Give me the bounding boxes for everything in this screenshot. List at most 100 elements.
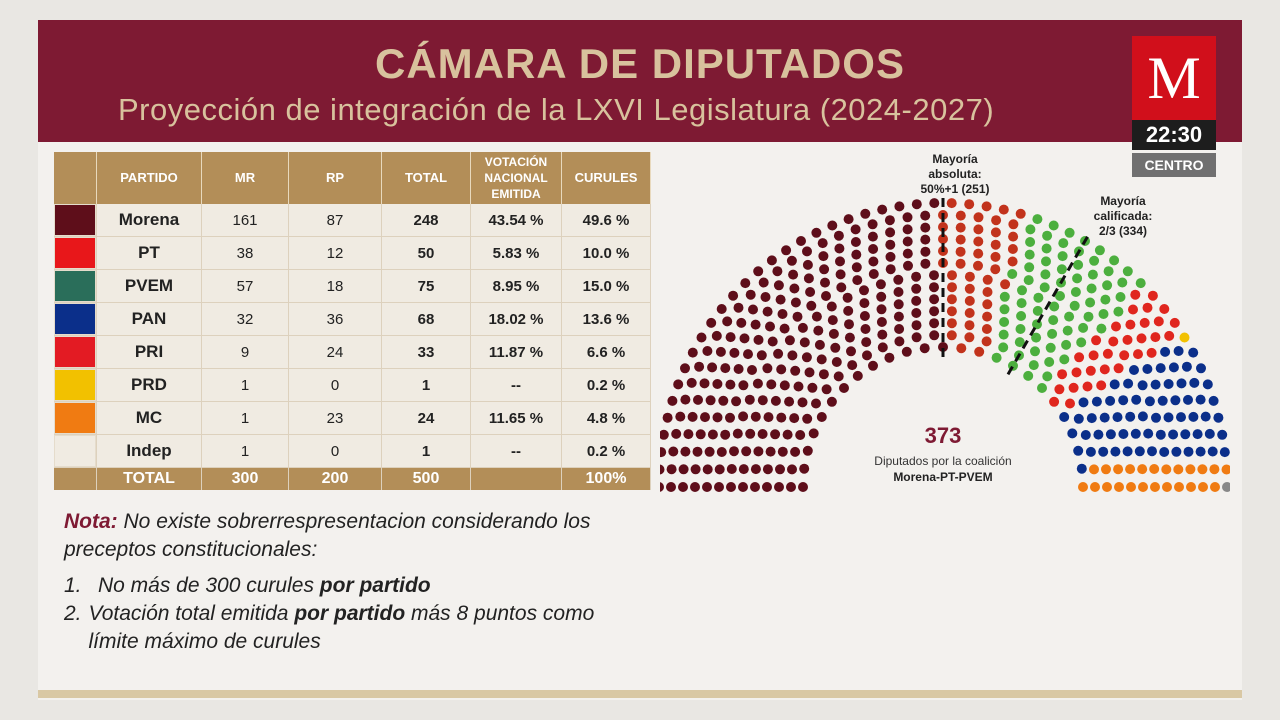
seat-dot-morena: [738, 464, 749, 475]
seat-dot-pvem: [1025, 224, 1036, 235]
seat-dot-pt: [947, 282, 957, 293]
seat-dot-morena: [808, 428, 819, 439]
seat-dot-morena: [797, 322, 808, 333]
seat-dot-morena: [732, 428, 743, 439]
seat-dot-morena: [902, 248, 913, 259]
note-intro: Nota: No existe sobrerrespresentacion co…: [64, 508, 624, 564]
seat-dot-morena: [911, 320, 922, 331]
seat-dot-morena: [720, 363, 731, 374]
seat-dot-pri: [1071, 367, 1082, 378]
seat-dot-pri: [1142, 302, 1153, 313]
seat-dot-pt: [981, 201, 992, 212]
seat-dot-morena: [729, 446, 739, 457]
seat-dot-pri: [1136, 333, 1147, 344]
seat-dot-morena: [693, 394, 703, 405]
cell-total: 68: [382, 303, 471, 336]
seat-dot-morena: [843, 305, 854, 316]
seat-dot-pvem: [1064, 311, 1075, 322]
seat-dot-pvem: [1045, 342, 1056, 353]
seat-dot-morena: [868, 360, 878, 371]
seat-dot-pvem: [1039, 282, 1050, 293]
seat-dot-pvem: [1037, 383, 1047, 393]
seat-dot-pt: [1000, 279, 1011, 290]
seat-dot-pan: [1173, 346, 1184, 356]
seat-dot-pvem: [1109, 255, 1120, 266]
seat-dot-pvem: [1086, 283, 1097, 294]
cell-vote: --: [471, 369, 562, 402]
seat-dot-morena: [715, 346, 726, 357]
note-list: 1. No más de 300 curules por partido 2. …: [64, 572, 624, 656]
seat-dot-pri: [1147, 290, 1158, 301]
total-total: 500: [382, 468, 471, 490]
seat-dot-morena: [725, 332, 736, 343]
seat-dot-morena: [819, 264, 830, 275]
seat-dot-pan: [1195, 446, 1206, 457]
seat-dot-morena: [770, 429, 781, 440]
seat-dot-morena: [911, 332, 922, 343]
party-swatch: [54, 204, 97, 237]
note-label: Nota:: [64, 510, 118, 533]
seat-dot-morena: [666, 482, 676, 492]
seat-dot-pan: [1188, 347, 1199, 358]
party-results-table: PARTIDO MR RP TOTAL VOTACIÓN NACIONAL EM…: [54, 152, 651, 490]
seat-dot-pri: [1128, 304, 1138, 315]
seat-dot-morena: [707, 429, 718, 440]
broadcast-clock: 22:30: [1132, 120, 1216, 150]
seat-dot-morena: [911, 308, 922, 318]
seat-dot-morena: [762, 464, 773, 475]
seat-dot-pan: [1130, 428, 1141, 439]
cell-mr: 9: [202, 336, 289, 369]
threshold-line: [1006, 233, 1091, 376]
seat-dot-morena: [787, 350, 798, 361]
note-item-pre: No más de 300 curules: [98, 574, 320, 597]
seat-dot-pvem: [1016, 298, 1027, 309]
seat-dot-morena: [765, 321, 775, 332]
seat-dot-prd: [1179, 332, 1190, 343]
seat-dot-morena: [804, 367, 815, 378]
seat-dot-pan: [1109, 379, 1120, 390]
seat-dot-pt: [955, 258, 966, 269]
seat-dot-morena: [793, 381, 804, 392]
seat-dot-morena: [753, 334, 764, 345]
seat-dot-morena: [683, 429, 694, 440]
seat-dot-morena: [660, 482, 664, 492]
seat-dot-mc: [1186, 482, 1196, 492]
seat-dot-morena: [885, 264, 896, 275]
seat-dot-morena: [680, 446, 691, 457]
header-vote: VOTACIÓN NACIONAL EMITIDA: [471, 152, 562, 204]
seat-dot-mc: [1101, 464, 1111, 475]
seat-dot-morena: [707, 362, 718, 373]
seat-dot-morena: [773, 348, 784, 359]
seat-dot-pan: [1147, 446, 1157, 457]
seat-dot-pri: [1088, 350, 1099, 361]
cell-rp: 23: [289, 402, 382, 435]
coalition-total: 373: [925, 423, 962, 448]
seat-dot-pan: [1168, 362, 1179, 373]
seat-dot-morena: [716, 304, 727, 314]
seat-dot-morena: [774, 482, 784, 492]
seat-dot-pt: [982, 274, 993, 285]
table-body: Morena 161 87 248 43.54 % 49.6 % PT 38 12 50 5.83 …: [54, 204, 651, 468]
seat-dot-pri: [1049, 396, 1060, 407]
seat-dot-pt: [955, 210, 966, 221]
seat-dot-pan: [1098, 446, 1109, 457]
seat-dot-morena: [668, 446, 679, 457]
seat-dot-pri: [1130, 289, 1141, 300]
seat-dot-pt: [964, 271, 975, 282]
note-item: 2. Votación total emitida por partido má…: [64, 600, 624, 656]
seat-dot-pvem: [1042, 371, 1053, 382]
seat-dot-pt: [973, 260, 983, 271]
seat-dot-morena: [929, 294, 940, 305]
seat-dot-pan: [1131, 394, 1142, 405]
seat-dot-pan: [1155, 429, 1166, 440]
seat-dot-mc: [1185, 464, 1196, 475]
seat-dot-morena: [704, 446, 715, 457]
cell-mr: 57: [202, 270, 289, 303]
seat-dot-morena: [811, 227, 822, 238]
seat-dot-morena: [821, 384, 832, 395]
seat-dot-pvem: [1041, 243, 1052, 254]
seat-dot-pan: [1118, 395, 1129, 406]
seat-dot-pt: [973, 224, 984, 235]
